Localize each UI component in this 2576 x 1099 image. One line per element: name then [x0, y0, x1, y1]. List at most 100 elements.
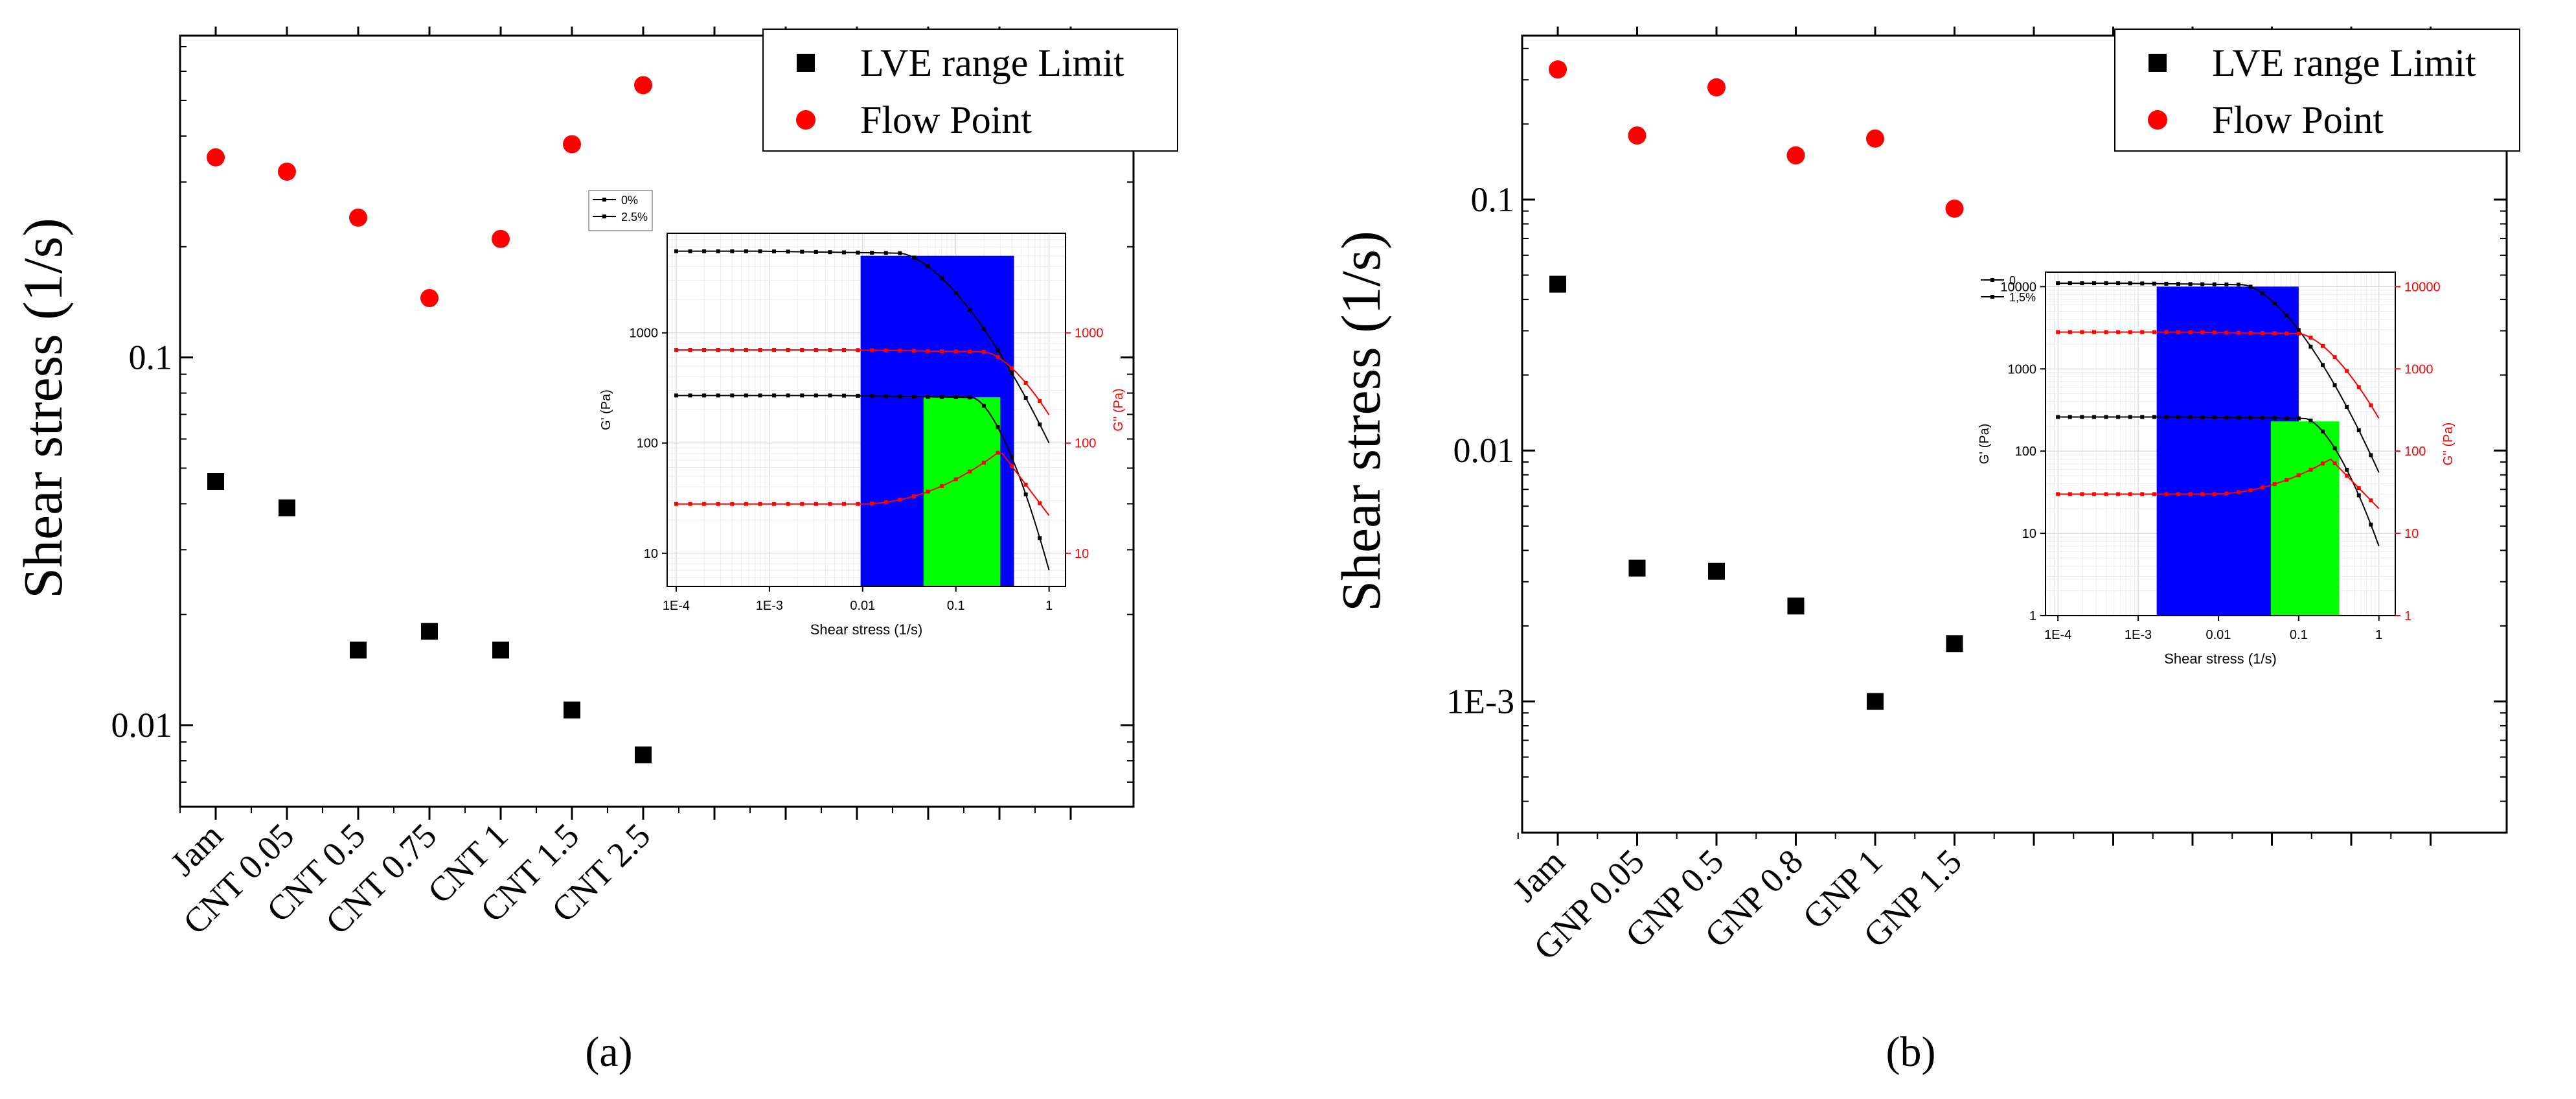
inset-curve-marker	[2056, 492, 2060, 496]
data-point-flow-point	[1945, 199, 1964, 218]
inset-curve-marker	[926, 489, 930, 494]
inset-curve-marker	[730, 249, 735, 253]
inset-curve-marker	[814, 502, 818, 506]
inset-legend-label: 0%	[621, 194, 638, 207]
inset-curve-marker	[744, 347, 748, 352]
data-point-lve-limit	[279, 499, 295, 516]
inset-curve-marker	[911, 255, 916, 260]
inset-curve-marker	[2272, 482, 2277, 487]
inset-curve-marker	[2116, 492, 2121, 496]
inset-curve-marker	[800, 249, 804, 254]
inset-curve-marker	[828, 393, 832, 398]
inset-curve-marker	[2212, 330, 2217, 335]
inset-curve-marker	[758, 393, 762, 398]
inset-curve-marker	[688, 249, 692, 253]
inset-curve-marker	[2332, 355, 2337, 360]
inset-curve-marker	[772, 347, 777, 352]
y-axis-label: Shear stress (1/s)	[1330, 231, 1392, 612]
inset-curve-marker	[2248, 330, 2253, 335]
data-point-lve-limit	[635, 746, 652, 764]
inset-curve-marker	[2369, 498, 2373, 503]
inset-curve-marker	[2128, 281, 2132, 286]
inset-curve-marker	[870, 394, 874, 399]
inset-x-tick-label: 0.01	[2206, 628, 2231, 642]
inset-curve-marker	[800, 502, 804, 506]
data-point-flow-point	[207, 148, 225, 167]
inset-legend-box	[588, 190, 653, 231]
inset-y-tick-label-right: 100	[1075, 437, 1096, 451]
inset-curve-marker	[856, 348, 860, 353]
legend-marker-circle	[2148, 110, 2167, 130]
inset-curve-marker	[2285, 478, 2289, 482]
plot-frame	[179, 34, 1135, 808]
inset-curve-marker	[2261, 415, 2265, 420]
inset-curve-marker	[981, 460, 986, 465]
inset-curve-marker	[953, 477, 958, 481]
inset-curve-marker	[2224, 491, 2229, 496]
inset-x-tick-label: 1E-3	[756, 599, 783, 613]
inset-curve-marker	[2092, 281, 2096, 286]
inset-y-axis-label-right: G'' (Pa)	[2441, 422, 2456, 466]
inset-curve-marker	[2296, 328, 2301, 332]
inset-curve-marker	[2320, 461, 2325, 466]
inset-curve-marker	[996, 355, 1000, 360]
inset-curve-marker	[2261, 291, 2265, 295]
inset-curve-marker	[856, 502, 860, 506]
data-point-flow-point	[1549, 60, 1567, 79]
inset-curve-marker	[2128, 330, 2132, 334]
inset-curve-marker	[940, 483, 944, 488]
data-point-lve-limit	[564, 701, 580, 719]
data-point-flow-point	[1707, 78, 1726, 97]
data-point-lve-limit	[421, 623, 438, 640]
inset-curve-marker	[940, 349, 944, 354]
inset-curve-marker	[2152, 492, 2156, 496]
inset-curve-marker	[940, 276, 944, 281]
inset-curve-marker	[911, 494, 916, 498]
inset-curve-marker	[2320, 343, 2325, 348]
inset-curve-marker	[758, 502, 762, 506]
inset-x-axis-label: Shear stress (1/s)	[2164, 651, 2277, 667]
inset-curve-marker	[674, 347, 678, 352]
inset-curve-marker	[730, 347, 735, 352]
inset-curve-marker	[2164, 330, 2169, 334]
inset-curve-marker	[968, 349, 972, 354]
inset-x-axis-label: Shear stress (1/s)	[810, 621, 923, 638]
inset-curve-marker	[898, 394, 902, 399]
inset-curve-marker	[2164, 281, 2169, 286]
inset-curve-marker	[2080, 415, 2084, 419]
inset-curve-marker	[2056, 415, 2060, 419]
data-point-flow-point	[1786, 146, 1805, 165]
inset-curve	[2058, 331, 2380, 419]
inset-curve-marker	[2164, 492, 2169, 496]
y-tick-label: 0.1	[129, 338, 173, 377]
inset-curve-marker	[898, 349, 902, 353]
inset-curve-marker	[716, 249, 720, 253]
inset-curve-marker	[1010, 455, 1014, 459]
inset-legend-marker	[602, 198, 606, 202]
inset-x-tick-label: 1E-4	[2044, 628, 2071, 642]
inset-curve-marker	[2345, 369, 2349, 373]
inset-curve-marker	[2356, 486, 2361, 491]
inset-curve-marker	[2152, 415, 2156, 419]
data-point-flow-point	[492, 229, 510, 248]
y-tick-label: 0.01	[111, 706, 173, 745]
data-point-lve-limit	[1787, 597, 1805, 615]
inset-curve-marker	[2176, 415, 2181, 419]
inset-curve-marker	[2369, 453, 2373, 457]
data-point-lve-limit	[1549, 275, 1566, 293]
inset-y-tick-label: 100	[2015, 445, 2036, 459]
inset-curve-marker	[842, 502, 847, 506]
panel-label: (a)	[585, 1028, 632, 1076]
inset-curve-marker	[2236, 330, 2240, 335]
inset-curve-marker	[996, 348, 1000, 353]
inset-curve-marker	[1023, 380, 1028, 385]
inset-curve-marker	[981, 327, 986, 331]
inset-curve-marker	[2224, 330, 2229, 335]
inset-curve	[2058, 416, 2380, 547]
inset-curve-marker	[744, 249, 748, 253]
inset-curve-marker	[2345, 404, 2349, 409]
inset-curve-marker	[2164, 415, 2169, 419]
inset-curve-marker	[702, 393, 707, 398]
inset-shaded-region	[2270, 421, 2340, 616]
inset-curve-marker	[2332, 383, 2337, 388]
